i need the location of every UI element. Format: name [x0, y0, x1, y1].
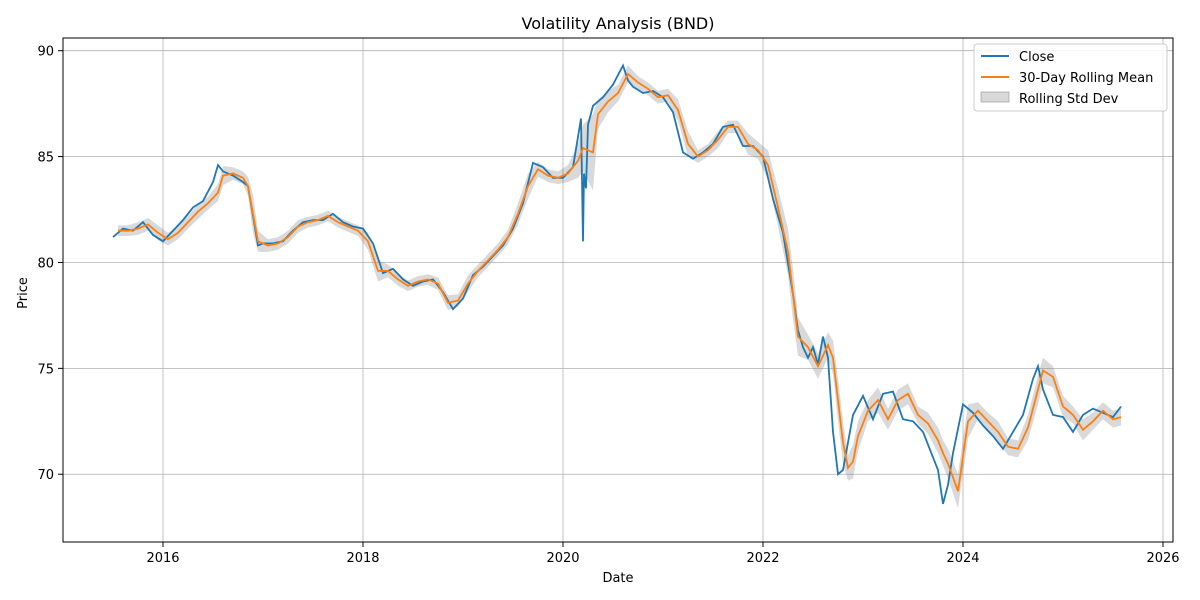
y-tick-label: 90	[37, 45, 54, 60]
x-tick-label: 2026	[1146, 551, 1179, 566]
x-tick-label: 2018	[346, 551, 379, 566]
x-tick-label: 2016	[146, 551, 179, 566]
x-tick-label: 2022	[746, 551, 779, 566]
chart-title: Volatility Analysis (BND)	[522, 14, 715, 33]
y-tick-label: 70	[37, 468, 54, 483]
y-axis-label: Price	[16, 277, 31, 309]
legend-std-label: Rolling Std Dev	[1019, 92, 1119, 107]
y-axis-ticks: 70 75 80 85 90	[37, 45, 63, 483]
y-tick-label: 85	[37, 151, 54, 166]
legend: Close 30-Day Rolling Mean Rolling Std De…	[973, 43, 1168, 112]
y-tick-label: 80	[37, 256, 54, 271]
legend-mean-label: 30-Day Rolling Mean	[1019, 71, 1153, 86]
x-axis-label: Date	[602, 571, 633, 586]
legend-close-label: Close	[1019, 50, 1054, 65]
rolling-std-band	[118, 65, 1121, 509]
close-series-line	[112, 63, 1122, 505]
legend-std-swatch	[980, 91, 1010, 103]
legend-box	[973, 43, 1168, 112]
x-axis-ticks: 2016 2018 2020 2022 2024 2026	[146, 542, 1180, 566]
x-tick-label: 2024	[946, 551, 979, 566]
x-tick-label: 2020	[546, 551, 579, 566]
y-tick-label: 75	[37, 362, 54, 377]
grid-lines	[63, 38, 1173, 542]
rolling-mean-series-line	[118, 72, 1122, 492]
plot-frame	[62, 37, 1174, 543]
